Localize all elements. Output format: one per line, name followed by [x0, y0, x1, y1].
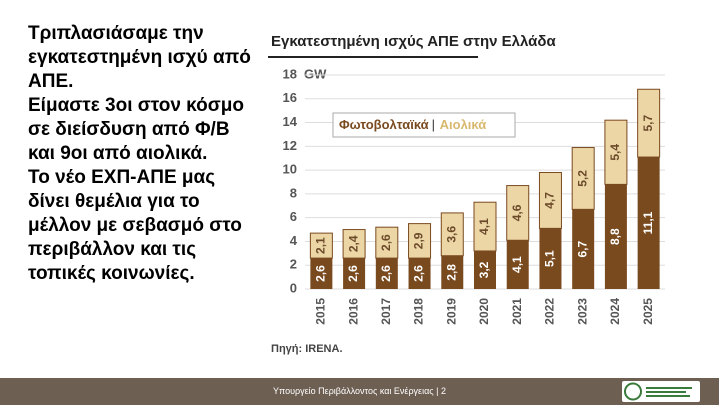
- y-tick-label: 8: [290, 185, 297, 200]
- logo: [622, 381, 700, 402]
- bar-segment: [474, 250, 496, 289]
- chart: Εγκατεστημένη ισχύς ΑΠΕ στην Ελλάδα GW Π…: [268, 33, 665, 355]
- y-tick-label: 14: [283, 114, 298, 129]
- y-tick-label: 2: [290, 257, 297, 272]
- y-tick-label: 16: [283, 90, 297, 105]
- value-label: 5,7: [641, 114, 655, 131]
- bar-segment: [604, 119, 628, 185]
- paragraph: Είμαστε 3οι στον κόσμο σε διείσδυση από …: [28, 95, 244, 164]
- x-tick-label: 2020: [477, 298, 491, 325]
- value-label: 3,2: [477, 261, 491, 278]
- value-label: 4,1: [477, 218, 491, 235]
- value-label: 5,2: [575, 170, 589, 187]
- footer-text: Υπουργείο Περιβάλλοντος και Ενέργειας | …: [273, 386, 446, 396]
- legend-separator: |: [432, 117, 435, 132]
- y-unit: GW: [304, 66, 327, 81]
- bar-segment: [343, 258, 366, 289]
- bar-segment: [440, 212, 464, 257]
- bar-segment: [637, 88, 661, 158]
- x-tick-label: 2019: [444, 298, 458, 325]
- y-tick-label: 12: [283, 138, 297, 153]
- bar-segment: [375, 226, 399, 259]
- value-label: 2,6: [379, 234, 393, 251]
- bar-segment: [408, 258, 431, 289]
- value-label: 4,1: [510, 256, 524, 273]
- source: Πηγή: IRENA.: [271, 343, 343, 355]
- x-tick-label: 2015: [314, 298, 328, 325]
- value-label: 2,6: [346, 265, 360, 282]
- footer: Υπουργείο Περιβάλλοντος και Ενέργειας | …: [0, 378, 719, 405]
- y-tick-label: 6: [290, 209, 297, 224]
- value-label: 2,8: [444, 264, 458, 281]
- bar-segment: [309, 232, 333, 259]
- y-tick-label: 0: [290, 280, 297, 295]
- value-label: 6,7: [575, 241, 589, 258]
- bar-segment: [506, 185, 530, 241]
- paragraph: Τριπλασιάσαμε την εγκατεστημένη ισχύ από…: [28, 23, 251, 92]
- y-tick-label: 4: [290, 233, 298, 248]
- value-label: 2,6: [412, 265, 426, 282]
- x-tick-label: 2022: [543, 298, 557, 325]
- bar-segment: [538, 171, 562, 229]
- bar-segment: [310, 258, 333, 289]
- bar-segment: [637, 157, 660, 289]
- x-tick-label: 2017: [379, 298, 393, 325]
- paragraph: Το νέο ΕΧΠ-ΑΠΕ μας δίνει θεμέλια για το …: [28, 167, 242, 284]
- x-tick-label: 2018: [412, 298, 426, 325]
- x-tick-label: 2021: [510, 298, 524, 325]
- value-label: 5,4: [608, 144, 622, 161]
- x-tick-label: 2016: [346, 298, 360, 325]
- value-label: 5,1: [543, 250, 557, 267]
- value-label: 2,1: [314, 237, 328, 254]
- bar-segment: [473, 201, 497, 252]
- x-tick-label: 2025: [641, 298, 655, 325]
- bar-segment: [604, 184, 627, 289]
- value-label: 2,4: [346, 235, 360, 252]
- x-tick-label: 2024: [608, 298, 622, 325]
- y-tick-label: 18: [283, 66, 297, 81]
- value-label: 2,6: [314, 265, 328, 282]
- logo-icon: [624, 382, 692, 401]
- slide-text: Τριπλασιάσαμε την εγκατεστημένη ισχύ από…: [28, 22, 260, 286]
- bar-segment: [506, 240, 529, 289]
- x-tick-label: 2023: [575, 298, 589, 325]
- value-label: 4,6: [510, 204, 524, 221]
- bar-segment: [342, 229, 366, 259]
- value-label: 8,8: [608, 228, 622, 245]
- value-label: 2,9: [412, 232, 426, 249]
- bar-segment: [408, 223, 432, 259]
- value-label: 3,6: [444, 226, 458, 243]
- value-label: 11,1: [641, 211, 655, 234]
- bar-segment: [441, 255, 464, 289]
- chart-title: Εγκατεστημένη ισχύς ΑΠΕ στην Ελλάδα: [271, 33, 556, 50]
- bar-segment: [375, 258, 398, 289]
- bar-segment: [571, 147, 595, 210]
- value-label: 2,6: [379, 265, 393, 282]
- legend-box: [332, 112, 516, 138]
- bar-segment: [539, 228, 562, 289]
- legend-entry: Φωτοβολταϊκά: [339, 117, 429, 132]
- legend-entry: Αιολικά: [440, 117, 487, 132]
- bar-segment: [572, 209, 595, 289]
- y-tick-label: 10: [283, 162, 297, 177]
- value-label: 4,7: [543, 192, 557, 209]
